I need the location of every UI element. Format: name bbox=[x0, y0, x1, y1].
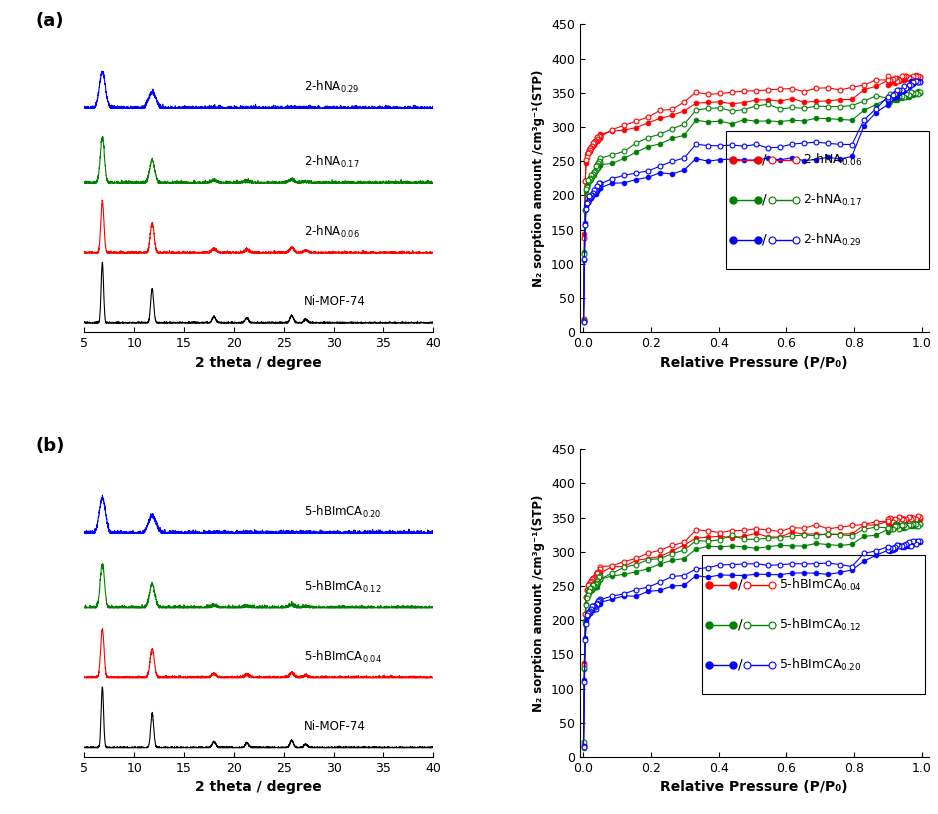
X-axis label: Relative Pressure (P/P₀): Relative Pressure (P/P₀) bbox=[660, 781, 848, 794]
Text: /: / bbox=[763, 233, 767, 247]
X-axis label: Relative Pressure (P/P₀): Relative Pressure (P/P₀) bbox=[660, 356, 848, 370]
Text: 5-hBImCA$_{0.20}$: 5-hBImCA$_{0.20}$ bbox=[304, 504, 381, 520]
X-axis label: 2 theta / degree: 2 theta / degree bbox=[195, 356, 323, 370]
Y-axis label: N₂ sorption amount /cm³g⁻¹(STP): N₂ sorption amount /cm³g⁻¹(STP) bbox=[533, 494, 546, 711]
Text: /: / bbox=[738, 578, 743, 592]
Y-axis label: N₂ sorption amount /cm³g⁻¹(STP): N₂ sorption amount /cm³g⁻¹(STP) bbox=[533, 70, 546, 287]
Bar bbox=[726, 130, 929, 269]
Text: /: / bbox=[763, 193, 767, 207]
Text: 5-hBImCA$_{0.12}$: 5-hBImCA$_{0.12}$ bbox=[779, 617, 861, 632]
Bar bbox=[702, 555, 925, 694]
Text: 5-hBImCA$_{0.20}$: 5-hBImCA$_{0.20}$ bbox=[779, 657, 861, 672]
Text: 2-hNA$_{0.17}$: 2-hNA$_{0.17}$ bbox=[803, 192, 862, 208]
Text: 2-hNA$_{0.29}$: 2-hNA$_{0.29}$ bbox=[803, 232, 862, 248]
Text: 2-hNA$_{0.06}$: 2-hNA$_{0.06}$ bbox=[304, 224, 359, 240]
Text: (b): (b) bbox=[36, 437, 65, 455]
Text: 5-hBImCA$_{0.12}$: 5-hBImCA$_{0.12}$ bbox=[304, 579, 382, 594]
Text: 2-hNA$_{0.29}$: 2-hNA$_{0.29}$ bbox=[304, 79, 359, 95]
Text: Ni-MOF-74: Ni-MOF-74 bbox=[304, 720, 366, 733]
Text: /: / bbox=[738, 658, 743, 672]
Text: /: / bbox=[763, 153, 767, 167]
Text: 2-hNA$_{0.06}$: 2-hNA$_{0.06}$ bbox=[803, 151, 862, 168]
Text: (a): (a) bbox=[36, 12, 64, 30]
Text: 5-hBImCA$_{0.04}$: 5-hBImCA$_{0.04}$ bbox=[304, 649, 382, 664]
X-axis label: 2 theta / degree: 2 theta / degree bbox=[195, 781, 323, 794]
Text: /: / bbox=[738, 618, 743, 632]
Text: Ni-MOF-74: Ni-MOF-74 bbox=[304, 295, 366, 309]
Text: 5-hBImCA$_{0.04}$: 5-hBImCA$_{0.04}$ bbox=[779, 576, 861, 593]
Text: 2-hNA$_{0.17}$: 2-hNA$_{0.17}$ bbox=[304, 154, 359, 170]
